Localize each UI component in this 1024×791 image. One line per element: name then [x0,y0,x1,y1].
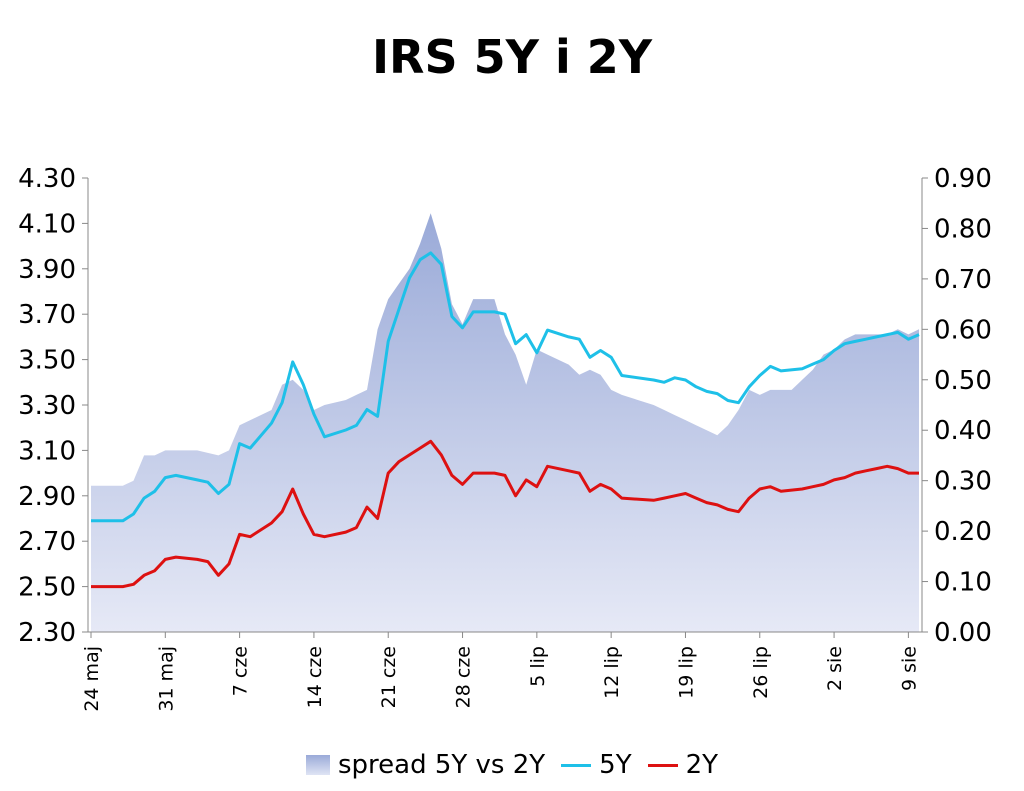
left-tick-label: 2.50 [18,573,76,603]
legend-label-5y: 5Y [599,750,632,780]
x-tick-label: 12 lip [601,646,623,699]
left-tick-label: 2.90 [18,482,76,512]
right-tick-label: 0.30 [934,467,992,497]
left-tick-label: 3.30 [18,391,76,421]
right-tick-label: 0.60 [934,315,992,345]
right-tick-label: 0.90 [934,164,992,194]
series-lines-layer [91,251,920,589]
spread-area-layer [91,213,919,633]
axes-layer [82,177,928,638]
x-tick-label: 9 sie [898,646,920,691]
left-tick-label: 2.70 [18,527,76,557]
left-tick-label: 3.90 [18,255,76,285]
legend-swatch-spread [305,755,330,775]
right-tick-label: 0.70 [934,265,992,295]
legend-swatch-2y [647,763,678,767]
x-tick-label: 5 lip [527,646,549,687]
x-tick-label: 31 maj [155,646,177,712]
x-tick-label: 24 maj [81,646,103,712]
x-tick-label: 26 lip [750,646,772,699]
right-tick-label: 0.10 [934,568,992,598]
left-tick-label: 4.30 [18,164,76,194]
legend-swatch-5y [561,763,592,767]
left-tick-label: 3.10 [18,436,76,466]
legend-item-spread: spread 5Y vs 2Y [305,750,546,780]
legend-label-2y: 2Y [685,750,719,780]
tick-labels-layer: 4.30 4.10 3.90 3.70 3.50 3.30 3.10 2.90 2.70 2.50… [18,164,992,712]
x-tick-label: 2 sie [824,646,846,691]
left-tick-label: 3.70 [18,300,76,330]
chart-title: IRS 5Y i 2Y [371,30,653,84]
series-line-5y [91,251,920,523]
x-tick-label: 7 cze [230,646,252,696]
right-tick-label: 0.00 [934,618,992,648]
right-tick-label: 0.50 [934,366,992,396]
series-line-2y [91,439,919,589]
left-tick-label: 2.30 [18,618,76,648]
x-tick-label: 21 cze [378,646,400,708]
legend-item-2y: 2Y [647,750,719,780]
legend: spread 5Y vs 2Y 5Y 2Y [0,745,1024,785]
left-tick-label: 4.10 [18,209,76,239]
series-area-spread-5y-vs-2y [91,213,919,633]
x-tick-label: 19 lip [676,646,698,699]
left-tick-label: 3.50 [18,346,76,376]
x-tick-label: 28 cze [453,646,475,708]
legend-label-spread: spread 5Y vs 2Y [337,750,546,780]
right-tick-label: 0.80 [934,214,992,244]
x-tick-label: 14 cze [304,646,326,708]
legend-item-5y: 5Y [561,750,632,780]
right-tick-label: 0.40 [934,416,992,446]
right-tick-label: 0.20 [934,517,992,547]
